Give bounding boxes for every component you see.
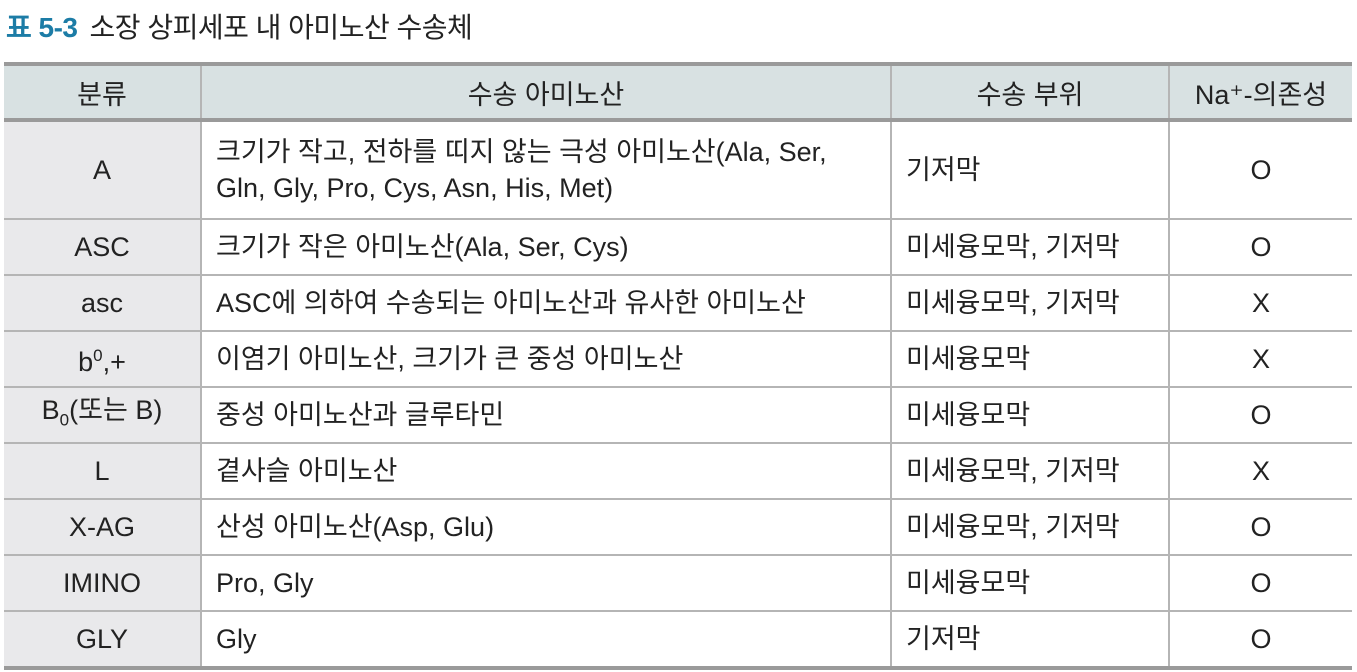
cell-site: 기저막: [890, 120, 1169, 219]
header-row: 분류 수송 아미노산 수송 부위 Na⁺-의존성: [4, 64, 1352, 122]
header-na-dependence: Na⁺-의존성: [1168, 64, 1352, 122]
cell-amino-acids: 이염기 아미노산, 크기가 큰 중성 아미노산: [200, 330, 891, 387]
category-sup: 0: [93, 346, 103, 365]
cell-na-dependence: X: [1168, 330, 1352, 387]
cell-na-dependence: O: [1168, 120, 1352, 219]
cell-site: 미세융모막: [890, 554, 1169, 611]
cell-amino-acids: 크기가 작고, 전하를 띠지 않는 극성 아미노산(Ala, Ser, Gln,…: [200, 120, 891, 219]
header-category: 분류: [4, 64, 201, 122]
category-suffix: ,+: [102, 347, 126, 377]
cell-amino-acids: Gly: [200, 610, 891, 668]
cell-site: 미세융모막, 기저막: [890, 274, 1169, 331]
cell-site: 미세융모막: [890, 330, 1169, 387]
category-sub: 0: [59, 410, 70, 430]
cell-category: b0,+: [4, 330, 201, 387]
cell-na-dependence: O: [1168, 498, 1352, 555]
cell-site: 미세융모막, 기저막: [890, 218, 1169, 275]
table-row: ASC 크기가 작은 아미노산(Ala, Ser, Cys) 미세융모막, 기저…: [4, 218, 1352, 275]
table-row: IMINO Pro, Gly 미세융모막 O: [4, 554, 1352, 611]
cell-category: IMINO: [4, 554, 201, 611]
table-caption: 소장 상피세포 내 아미노산 수송체: [89, 12, 473, 43]
cell-amino-acids: 곁사슬 아미노산: [200, 442, 891, 499]
cell-category: X-AG: [4, 498, 201, 555]
cell-category: B0(또는 B): [4, 386, 201, 443]
cell-amino-acids: ASC에 의하여 수송되는 아미노산과 유사한 아미노산: [200, 274, 891, 331]
cell-site: 미세융모막, 기저막: [890, 498, 1169, 555]
cell-na-dependence: O: [1168, 554, 1352, 611]
cell-na-dependence: X: [1168, 442, 1352, 499]
table-row: asc ASC에 의하여 수송되는 아미노산과 유사한 아미노산 미세융모막, …: [4, 274, 1352, 331]
cell-na-dependence: X: [1168, 274, 1352, 331]
cell-category: GLY: [4, 610, 201, 668]
header-site: 수송 부위: [890, 64, 1169, 122]
amino-acid-transporter-table: 분류 수송 아미노산 수송 부위 Na⁺-의존성 A 크기가 작고, 전하를 띠…: [4, 62, 1352, 670]
cell-site: 기저막: [890, 610, 1169, 668]
cell-na-dependence: O: [1168, 610, 1352, 668]
cell-site: 미세융모막, 기저막: [890, 442, 1169, 499]
cell-amino-acids: Pro, Gly: [200, 554, 891, 611]
table-row: L 곁사슬 아미노산 미세융모막, 기저막 X: [4, 442, 1352, 499]
category-label: b: [78, 347, 94, 377]
table-title: 표 5-3 소장 상피세포 내 아미노산 수송체: [6, 6, 473, 46]
category-label: B: [41, 394, 60, 425]
category-suffix: (또는 B): [69, 394, 163, 425]
cell-na-dependence: O: [1168, 218, 1352, 275]
table-row: b0,+ 이염기 아미노산, 크기가 큰 중성 아미노산 미세융모막 X: [4, 330, 1352, 387]
cell-category: ASC: [4, 218, 201, 275]
table-row: A 크기가 작고, 전하를 띠지 않는 극성 아미노산(Ala, Ser, Gl…: [4, 120, 1352, 219]
cell-amino-acids: 중성 아미노산과 글루타민: [200, 386, 891, 443]
category-label: A: [92, 155, 111, 185]
category-label: ASC: [74, 232, 130, 262]
header-amino-acids: 수송 아미노산: [200, 64, 891, 122]
table-number: 표 5-3: [6, 12, 78, 43]
category-label: asc: [80, 288, 124, 318]
table-row: B0(또는 B) 중성 아미노산과 글루타민 미세융모막 O: [4, 386, 1352, 443]
cell-amino-acids: 산성 아미노산(Asp, Glu): [200, 498, 891, 555]
category-label: GLY: [75, 624, 129, 654]
cell-amino-acids: 크기가 작은 아미노산(Ala, Ser, Cys): [200, 218, 891, 275]
category-label: X-AG: [68, 512, 135, 542]
cell-category: asc: [4, 274, 201, 331]
table-row: GLY Gly 기저막 O: [4, 610, 1352, 668]
table-row: X-AG 산성 아미노산(Asp, Glu) 미세융모막, 기저막 O: [4, 498, 1352, 555]
cell-site: 미세융모막: [890, 386, 1169, 443]
category-label: IMINO: [63, 568, 141, 598]
cell-category: A: [4, 120, 201, 219]
cell-na-dependence: O: [1168, 386, 1352, 443]
cell-category: L: [4, 442, 201, 499]
category-label: L: [94, 456, 110, 486]
